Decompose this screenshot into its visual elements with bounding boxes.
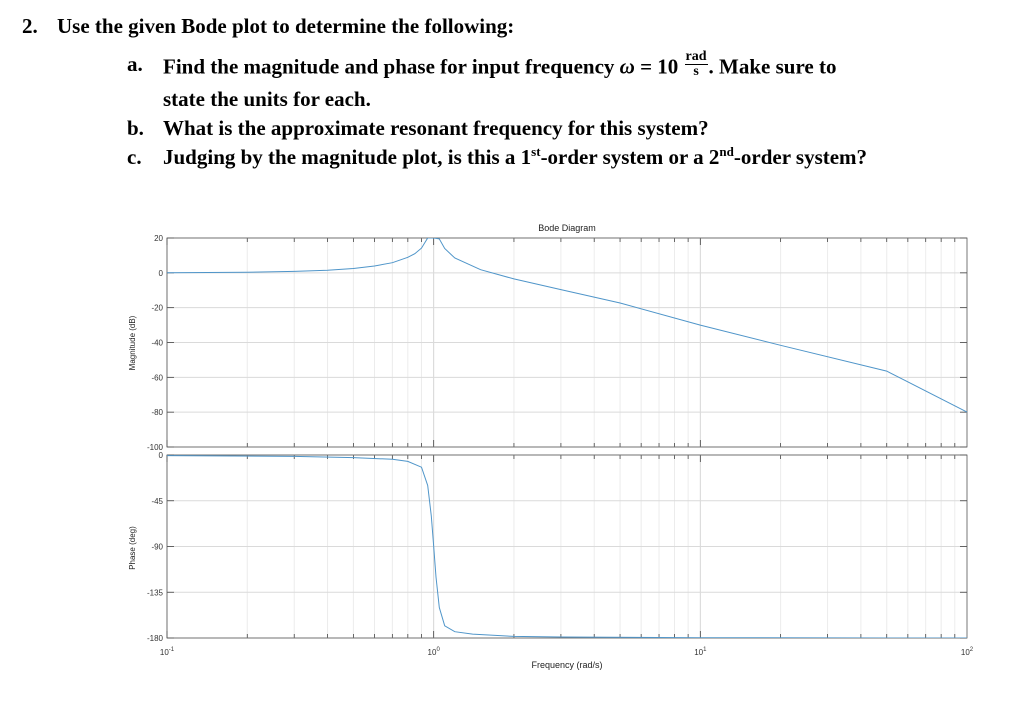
magnitude-y-tick-label: 0 [159, 269, 164, 278]
phase-frame [166, 454, 968, 639]
magnitude-y-tick-label: -100 [147, 443, 164, 452]
phase-y-tick-label: -45 [151, 497, 163, 506]
x-tick-base: 10 [961, 648, 970, 657]
x-tick-exponent: 2 [970, 647, 974, 653]
part-c-text-1: Judging by the magnitude plot, is this a… [163, 145, 532, 169]
x-tick-label: 102 [961, 647, 974, 657]
magnitude-series-line [167, 238, 967, 413]
x-tick-exponent: -1 [169, 647, 175, 653]
part-b-letter: b. [127, 116, 144, 140]
x-tick-labels: 10-1 100 101 102 [160, 647, 974, 657]
x-tick-exponent: 0 [436, 647, 440, 653]
x-tick-label: 101 [694, 647, 707, 657]
part-b-text: What is the approximate resonant frequen… [163, 116, 709, 140]
x-axis-label: Frequency (rad/s) [531, 660, 602, 670]
phase-y-tick-label: -135 [147, 588, 164, 597]
magnitude-panel: 20 0 -20 -40 -60 -80 -100 [147, 234, 968, 452]
question-stem: Use the given Bode plot to determine the… [57, 14, 515, 38]
part-c-letter: c. [127, 145, 142, 169]
x-tick-label: 100 [428, 647, 441, 657]
phase-panel: 0 -45 -90 -135 -180 [147, 451, 968, 643]
phase-y-tick-label: -90 [151, 543, 163, 552]
part-c-sup-2: nd [719, 144, 734, 159]
part-a-equals: = 10 [640, 54, 679, 79]
x-tick-base: 10 [428, 648, 437, 657]
part-c-text-2: -order system or a 2 [540, 145, 720, 169]
magnitude-frame [166, 237, 968, 448]
chart-title: Bode Diagram [538, 223, 596, 233]
phase-axis-label: Phase (deg) [128, 526, 137, 570]
magnitude-y-tick-label: -80 [151, 408, 163, 417]
magnitude-y-tick-label: 20 [154, 234, 163, 243]
magnitude-y-tick-label: -60 [151, 373, 163, 382]
part-a-text: Find the magnitude and phase for input f… [163, 50, 837, 83]
phase-series-line [167, 455, 967, 638]
x-tick-base: 10 [160, 648, 169, 657]
part-a-line2: state the units for each. [163, 87, 371, 111]
magnitude-axis-label: Magnitude (dB) [128, 315, 137, 370]
magnitude-y-tick-label: -20 [151, 304, 163, 313]
unit-fraction: rad s [684, 49, 708, 79]
x-tick-exponent: 1 [703, 647, 707, 653]
question-number: 2. [22, 14, 38, 38]
omega-symbol: ω [619, 54, 635, 79]
part-c-sup-1: st [531, 144, 541, 159]
phase-y-tick-label: -180 [147, 634, 164, 643]
part-a-text-before: Find the magnitude and phase for input f… [163, 54, 615, 79]
x-tick-label: 10-1 [160, 647, 175, 657]
part-a-letter: a. [127, 52, 143, 76]
phase-y-tick-label: 0 [159, 451, 164, 460]
part-c-text: Judging by the magnitude plot, is this a… [163, 144, 868, 169]
part-a-text-after: . Make sure to [708, 54, 837, 79]
magnitude-y-tick-label: -40 [151, 339, 163, 348]
unit-numerator: rad [684, 49, 708, 65]
part-c-text-3: -order system? [733, 145, 868, 169]
x-tick-base: 10 [694, 648, 703, 657]
unit-denominator: s [693, 64, 699, 79]
